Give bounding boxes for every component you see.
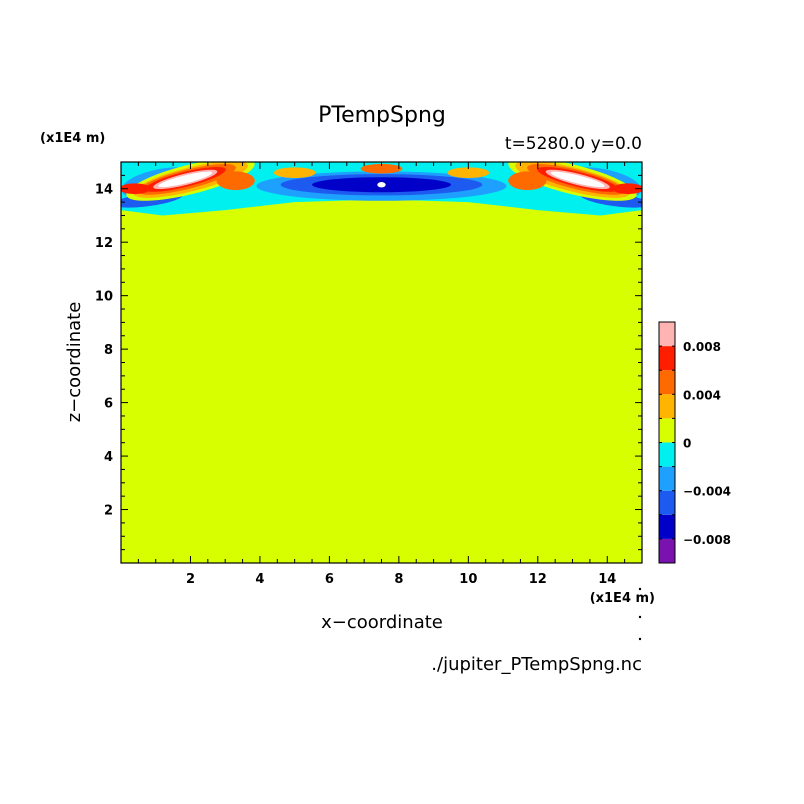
contour-blob: [121, 183, 151, 195]
y-tick-label: 6: [104, 397, 113, 412]
colorbar-tick-label: −0.004: [683, 485, 731, 499]
y-axis-label: z−coordinate: [64, 302, 85, 423]
contour-blob: [508, 171, 547, 191]
contour-blob: [612, 183, 642, 195]
source-file-label: ./jupiter_PTempSpng.nc: [431, 654, 642, 675]
contour-blob: [216, 171, 255, 191]
x-tick-label: 14: [598, 572, 616, 587]
x-unit-label: (x1E4 m): [590, 591, 655, 606]
colorbar-swatch: [659, 490, 675, 515]
colorbar-swatch: [659, 394, 675, 419]
y-tick-label: 4: [104, 450, 113, 465]
x-tick-label: 10: [459, 572, 477, 587]
y-unit-label: (x1E4 m): [40, 131, 105, 146]
colorbar-swatch: [659, 418, 675, 443]
colorbar-tick-label: 0.004: [683, 388, 721, 402]
x-tick-label: 4: [255, 572, 264, 587]
y-tick-label: 12: [95, 236, 113, 251]
colorbar-tick-label: 0.008: [683, 340, 721, 354]
contour-blob: [360, 163, 403, 174]
contour-blob: [447, 167, 490, 179]
x-tick-label: 12: [529, 572, 547, 587]
small-marks: [638, 587, 642, 641]
contour-blob: [158, 171, 213, 188]
colorbar-swatch: [659, 466, 675, 491]
colorbar-swatch: [659, 370, 675, 395]
background-fill: [121, 162, 642, 563]
colorbar-swatch: [659, 442, 675, 467]
chart-title: PTempSpng: [318, 103, 446, 128]
y-tick-label: 8: [104, 343, 113, 358]
y-tick-label: 14: [95, 183, 113, 198]
dot-mark: [638, 615, 642, 619]
x-tick-label: 2: [186, 572, 195, 587]
colorbar-swatch: [659, 514, 675, 539]
x-tick-label: 8: [394, 572, 403, 587]
contour-blob: [273, 167, 316, 179]
contour-blob: [550, 171, 605, 188]
plot-area: 2 4 6 8 10 12 14 2 4 6 8 10 12 14: [95, 161, 643, 587]
colorbar-swatch: [659, 346, 675, 371]
y-tick-label: 10: [95, 290, 113, 305]
axis-ticks: 2 4 6 8 10 12 14 2 4 6 8 10 12 14: [95, 161, 643, 587]
colorbar-swatch: [659, 322, 675, 347]
time-info: t=5280.0 y=0.0: [505, 134, 642, 154]
colorbar-tick-label: −0.008: [683, 533, 731, 547]
x-tick-label: 6: [325, 572, 334, 587]
dot-mark: [638, 587, 642, 591]
colorbar-swatch: [659, 538, 675, 563]
dot-mark: [638, 637, 642, 641]
colorbar-tick-label: 0: [683, 437, 691, 451]
contour-blob: [377, 182, 386, 188]
y-tick-label: 2: [104, 504, 113, 519]
colorbar: 0.008 0.004 0 −0.004 −0.008: [658, 321, 731, 564]
contour-fill-layer: [121, 162, 642, 563]
x-axis-label: x−coordinate: [321, 612, 443, 633]
